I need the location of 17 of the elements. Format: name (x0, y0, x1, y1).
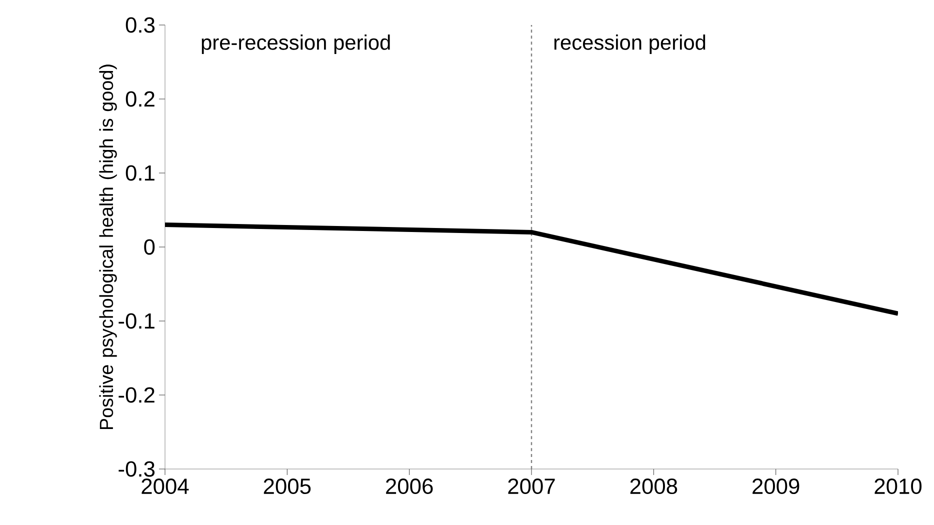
x-tick-label: 2006 (386, 478, 433, 494)
y-tick-label: 0.3 (126, 17, 155, 33)
y-tick-label: -0.2 (118, 387, 154, 403)
y-tick-label: 0 (144, 239, 155, 255)
x-tick-label: 2010 (874, 478, 922, 494)
y-tick-label: 0.1 (126, 165, 154, 181)
x-tick-label: 2004 (142, 478, 189, 494)
y-tick-label: -0.1 (118, 313, 154, 329)
x-tick-label: 2007 (508, 478, 555, 494)
x-tick-label: 2009 (752, 478, 800, 494)
x-tick-label: 2005 (264, 478, 311, 494)
annotation: recession period (554, 34, 706, 54)
annotation: pre-recession period (202, 34, 390, 54)
x-tick-label: 2008 (630, 478, 678, 494)
y-axis-title: Positive psychological health (high is good) (99, 64, 117, 430)
y-tick-label: -0.3 (118, 461, 155, 477)
y-tick-label: 0.2 (126, 91, 154, 107)
